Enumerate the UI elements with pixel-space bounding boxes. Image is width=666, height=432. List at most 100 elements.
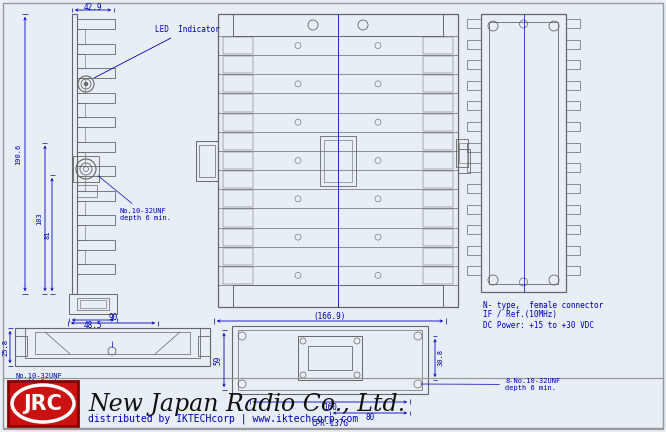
Bar [223, 114, 253, 131]
Bar [458, 149, 470, 172]
Bar [467, 60, 481, 69]
Bar [223, 133, 253, 150]
Text: 25.8: 25.8 [2, 339, 8, 356]
Bar [423, 133, 453, 150]
Circle shape [84, 82, 88, 86]
Bar [423, 95, 453, 111]
Bar [8, 381, 78, 426]
Bar [77, 142, 115, 152]
Bar [77, 226, 85, 240]
Bar [423, 171, 453, 188]
Bar [423, 75, 453, 92]
Bar [467, 81, 481, 90]
Bar [77, 29, 85, 44]
Bar [223, 190, 253, 207]
Bar [77, 44, 115, 54]
Bar [238, 330, 422, 390]
Bar [77, 176, 85, 191]
Text: 42.9: 42.9 [84, 3, 103, 12]
Bar [15, 336, 27, 356]
Bar [423, 56, 453, 73]
Bar [566, 40, 580, 49]
Bar [77, 250, 85, 264]
Bar [423, 248, 453, 265]
Bar [566, 143, 580, 152]
Bar [566, 81, 580, 90]
Bar [566, 225, 580, 234]
Text: No.10-32UNF: No.10-32UNF [15, 373, 62, 379]
Bar [233, 285, 443, 307]
Bar [423, 114, 453, 131]
Text: 103: 103 [36, 212, 42, 225]
Bar [77, 152, 85, 166]
Bar [566, 267, 580, 275]
Bar [77, 92, 115, 103]
Bar [77, 127, 85, 142]
Bar [80, 300, 106, 308]
Bar [489, 22, 558, 284]
Bar [77, 264, 115, 274]
Bar [77, 298, 109, 310]
Bar [566, 102, 580, 111]
Bar [467, 246, 481, 255]
Bar [69, 294, 117, 314]
Bar [232, 326, 428, 394]
Bar [467, 40, 481, 49]
Text: JRC: JRC [23, 394, 63, 413]
Bar [73, 156, 99, 182]
Bar [459, 143, 467, 163]
Bar [467, 102, 481, 111]
Text: 190.6: 190.6 [15, 143, 21, 165]
Bar [223, 267, 253, 284]
Bar [423, 229, 453, 246]
Bar [196, 140, 218, 181]
Text: 90: 90 [109, 314, 118, 323]
Bar [198, 336, 210, 356]
Bar [566, 184, 580, 193]
Bar [566, 204, 580, 213]
Text: distributed by IKTECHcorp | www.iktechcorp.com: distributed by IKTECHcorp | www.iktechco… [88, 414, 358, 424]
Bar [15, 328, 210, 366]
Text: 8-No.10-32UNF
depth 6 min.: 8-No.10-32UNF depth 6 min. [421, 378, 560, 391]
Bar [77, 191, 115, 201]
Bar [77, 78, 85, 92]
Bar [456, 139, 468, 167]
Bar [35, 332, 190, 354]
Bar [566, 163, 580, 172]
Bar [3, 378, 663, 429]
Bar [223, 56, 253, 73]
Bar [423, 37, 453, 54]
Text: LED  Indicator: LED Indicator [95, 25, 220, 78]
Text: New Japan Radio Co., Ltd.: New Japan Radio Co., Ltd. [88, 393, 405, 416]
Bar [467, 204, 481, 213]
Text: CPR-137G: CPR-137G [312, 419, 348, 429]
Bar [72, 14, 77, 294]
Text: IF / Ref.(10MHz): IF / Ref.(10MHz) [483, 311, 557, 320]
Bar [324, 140, 352, 181]
Bar [77, 68, 115, 78]
Bar [308, 346, 352, 370]
Bar [25, 328, 200, 358]
Text: 48.5: 48.5 [84, 321, 103, 330]
Text: No.10-32UNF
depth 6 min.: No.10-32UNF depth 6 min. [98, 176, 171, 221]
Bar [320, 136, 356, 185]
Bar [77, 240, 115, 250]
Bar [423, 152, 453, 169]
Bar [77, 166, 115, 176]
Bar [467, 19, 481, 28]
Bar [77, 54, 85, 68]
Bar [423, 210, 453, 226]
Text: 80: 80 [366, 413, 374, 422]
Bar [467, 163, 481, 172]
Text: (166.9): (166.9) [314, 311, 346, 321]
Text: 59: 59 [214, 356, 222, 365]
Bar [77, 19, 115, 29]
Bar [223, 152, 253, 169]
Bar [566, 60, 580, 69]
Bar [566, 246, 580, 255]
Bar [566, 122, 580, 131]
Bar [77, 103, 85, 117]
Bar [233, 14, 443, 36]
Bar [223, 171, 253, 188]
Bar [467, 267, 481, 275]
